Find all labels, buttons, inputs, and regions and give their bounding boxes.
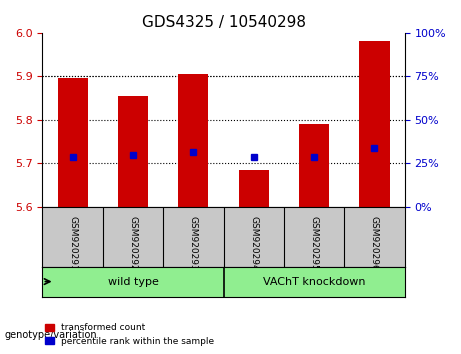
Text: wild type: wild type [107,276,159,287]
Text: GSM920291: GSM920291 [68,216,77,270]
Text: GSM920295: GSM920295 [310,216,319,270]
Text: GSM920292: GSM920292 [129,216,137,270]
Bar [118,96,148,207]
Text: genotype/variation: genotype/variation [5,330,97,339]
Bar [360,41,390,207]
Legend: transformed count, percentile rank within the sample: transformed count, percentile rank withi… [41,320,218,349]
Text: VAChT knockdown: VAChT knockdown [263,276,366,287]
Bar [239,170,269,207]
Bar [178,74,208,207]
Text: GSM920294: GSM920294 [249,216,258,270]
Text: GSM920296: GSM920296 [370,216,379,270]
Text: GSM920293: GSM920293 [189,216,198,270]
Bar [58,78,88,207]
Bar [299,124,329,207]
Title: GDS4325 / 10540298: GDS4325 / 10540298 [142,15,306,30]
